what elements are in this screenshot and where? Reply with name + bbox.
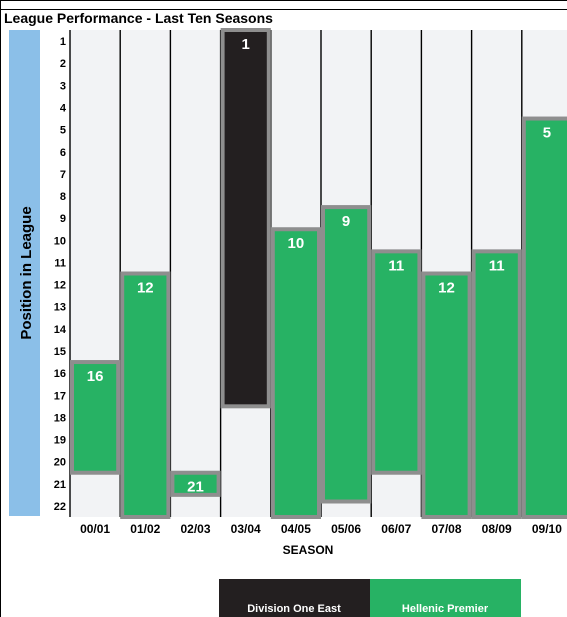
y-axis-label-band bbox=[9, 30, 40, 516]
y-tick-12: 12 bbox=[54, 280, 66, 292]
x-tick-03-04: 03/04 bbox=[231, 522, 261, 536]
bar-label-06-07: 11 bbox=[388, 257, 404, 274]
y-axis-label: Position in League bbox=[18, 206, 35, 339]
y-tick-1: 1 bbox=[60, 36, 66, 48]
y-tick-7: 7 bbox=[60, 169, 66, 181]
chart-title: League Performance - Last Ten Seasons bbox=[4, 10, 273, 26]
y-tick-13: 13 bbox=[54, 302, 66, 314]
y-tick-21: 21 bbox=[54, 479, 66, 491]
x-tick-07-08: 07/08 bbox=[431, 522, 461, 536]
y-tick-16: 16 bbox=[54, 368, 66, 380]
x-tick-09-10: 09/10 bbox=[532, 522, 562, 536]
bar-label-01-02: 12 bbox=[137, 280, 154, 297]
y-tick-22: 22 bbox=[54, 501, 66, 513]
y-tick-3: 3 bbox=[60, 80, 66, 92]
y-tick-5: 5 bbox=[60, 125, 66, 137]
y-tick-9: 9 bbox=[60, 213, 66, 225]
bar-06-07 bbox=[371, 249, 422, 475]
x-tick-08-09: 08/09 bbox=[482, 522, 512, 536]
bar-08-09 bbox=[471, 249, 522, 519]
x-tick-02-03: 02/03 bbox=[180, 522, 210, 536]
bar-00-01 bbox=[70, 360, 121, 475]
y-tick-18: 18 bbox=[54, 412, 66, 424]
legend-swatch-hellenic-premier bbox=[370, 579, 521, 617]
y-tick-15: 15 bbox=[54, 346, 66, 358]
bar-label-09-10: 5 bbox=[543, 125, 551, 142]
x-tick-labels: 00/01 01/02 02/03 03/04 04/05 05/06 06/07 07/08… bbox=[80, 522, 562, 536]
bar-label-08-09: 11 bbox=[489, 257, 505, 274]
x-tick-05-06: 05/06 bbox=[331, 522, 361, 536]
bar-09-10 bbox=[521, 116, 567, 520]
y-tick-14: 14 bbox=[54, 324, 67, 336]
legend-label-division-one-east: Division One East bbox=[247, 603, 341, 615]
y-tick-19: 19 bbox=[54, 435, 66, 447]
legend: Division One East Hellenic Premier bbox=[219, 579, 521, 617]
bar-label-04-05: 10 bbox=[288, 235, 305, 252]
x-tick-06-07: 06/07 bbox=[381, 522, 411, 536]
bars: 16 12 21 1 10 9 11 12 11 5 bbox=[70, 28, 567, 520]
x-tick-04-05: 04/05 bbox=[281, 522, 311, 536]
bar-label-07-08: 12 bbox=[438, 280, 455, 297]
x-tick-01-02: 01/02 bbox=[130, 522, 160, 536]
bar-04-05 bbox=[270, 227, 321, 520]
y-tick-2: 2 bbox=[60, 58, 66, 70]
bar-label-02-03: 21 bbox=[187, 479, 204, 496]
y-tick-8: 8 bbox=[60, 191, 66, 203]
legend-swatch-division-one-east bbox=[219, 579, 370, 617]
bar-01-02 bbox=[120, 271, 171, 519]
x-tick-00-01: 00/01 bbox=[80, 522, 110, 536]
y-tick-11: 11 bbox=[54, 257, 66, 269]
y-tick-10: 10 bbox=[54, 235, 66, 247]
bar-03-04 bbox=[220, 28, 271, 409]
legend-label-hellenic-premier: Hellenic Premier bbox=[402, 603, 489, 615]
x-axis-label: SEASON bbox=[283, 543, 334, 557]
bar-02-03 bbox=[170, 470, 221, 497]
y-tick-4: 4 bbox=[60, 102, 67, 114]
y-tick-20: 20 bbox=[54, 457, 66, 469]
y-tick-17: 17 bbox=[54, 390, 66, 402]
bar-label-05-06: 9 bbox=[342, 213, 350, 230]
bar-label-00-01: 16 bbox=[87, 368, 104, 385]
y-tick-6: 6 bbox=[60, 147, 66, 159]
bar-label-03-04: 1 bbox=[242, 36, 250, 53]
bar-05-06 bbox=[321, 205, 372, 504]
bar-07-08 bbox=[421, 271, 472, 519]
